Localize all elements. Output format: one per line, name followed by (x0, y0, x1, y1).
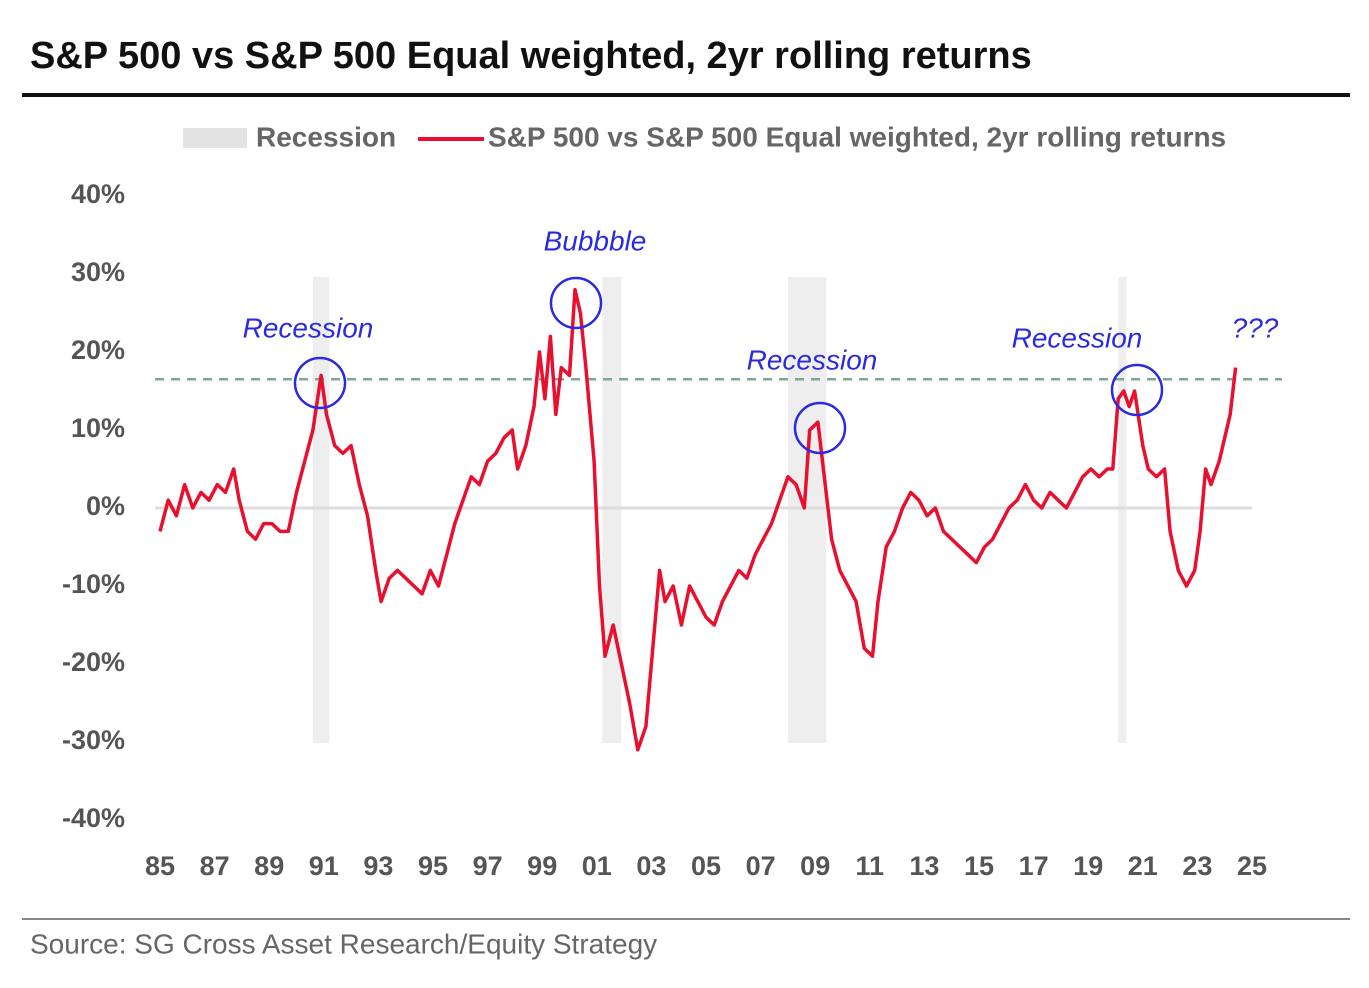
highlight-circle (293, 356, 347, 410)
y-tick-label: -40% (62, 803, 125, 833)
x-tick-label: 21 (1128, 851, 1158, 881)
x-tick-label: 01 (582, 851, 612, 881)
y-tick-label: -20% (62, 647, 125, 677)
x-tick-label: 19 (1073, 851, 1103, 881)
annotation: Recession (747, 344, 878, 375)
annotation: ??? (1232, 312, 1279, 343)
x-tick-label: 23 (1182, 851, 1212, 881)
x-tick-label: 09 (800, 851, 830, 881)
x-tick-label: 87 (200, 851, 230, 881)
y-tick-label: 0% (86, 491, 125, 521)
recession-band (1118, 277, 1127, 743)
x-tick-label: 13 (909, 851, 939, 881)
x-tick-label: 05 (691, 851, 721, 881)
footer-rule (22, 918, 1350, 920)
highlight-circle (793, 401, 847, 455)
source: Source: SG Cross Asset Research/Equity S… (30, 928, 657, 959)
y-tick-label: 10% (71, 413, 125, 443)
x-tick-label: 07 (746, 851, 776, 881)
y-tick-label: -10% (62, 569, 125, 599)
y-tick-label: 20% (71, 335, 125, 365)
x-tick-label: 17 (1019, 851, 1049, 881)
x-tick-label: 11 (856, 851, 885, 881)
y-tick-label: 30% (71, 257, 125, 287)
annotation: Recession (243, 312, 374, 343)
annotation: Bubbble (544, 225, 647, 256)
x-tick-label: 99 (527, 851, 557, 881)
x-tick-label: 91 (309, 851, 339, 881)
legend-label: Recession (256, 121, 396, 152)
legend-label: S&P 500 vs S&P 500 Equal weighted, 2yr r… (488, 121, 1226, 152)
title-rule (22, 93, 1350, 97)
recession-band (312, 277, 330, 743)
x-tick-label: 03 (636, 851, 666, 881)
x-tick-label: 95 (418, 851, 448, 881)
recession-band (602, 277, 622, 743)
x-tick-label: 85 (145, 851, 175, 881)
highlight-circle (549, 276, 603, 330)
x-tick-label: 25 (1237, 851, 1267, 881)
x-tick-label: 89 (254, 851, 284, 881)
x-tick-label: 97 (473, 851, 503, 881)
y-tick-label: -30% (62, 725, 125, 755)
recession-band (787, 277, 827, 743)
x-tick-label: 15 (964, 851, 994, 881)
annotation: Recession (1012, 322, 1143, 353)
x-tick-label: 93 (363, 851, 393, 881)
legend-swatch (183, 128, 247, 148)
y-tick-label: 40% (71, 179, 125, 209)
series-line (158, 287, 1238, 752)
highlight-circle (1110, 363, 1164, 417)
chart-title: S&P 500 vs S&P 500 Equal weighted, 2yr r… (30, 35, 1032, 77)
